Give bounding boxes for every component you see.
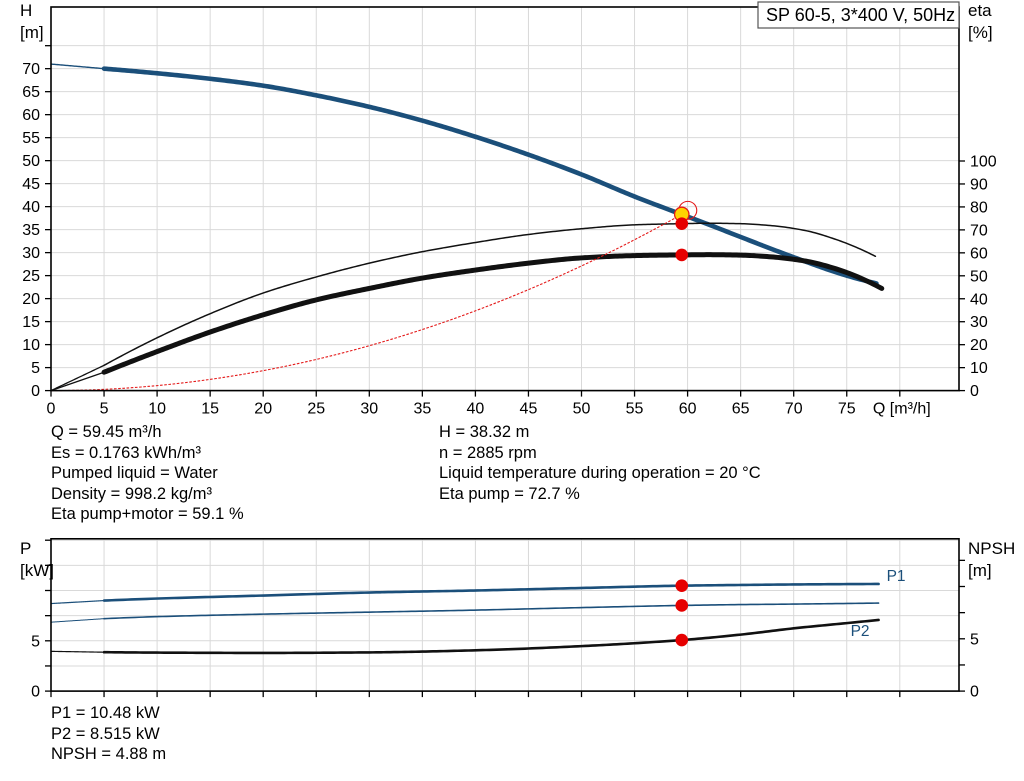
svg-text:NPSH: NPSH [968,539,1015,558]
svg-text:5: 5 [31,633,40,650]
svg-text:5: 5 [970,631,979,648]
svg-text:P2: P2 [851,623,870,640]
svg-text:[kW]: [kW] [20,561,54,580]
svg-text:0: 0 [970,684,979,701]
svg-text:0: 0 [31,684,40,701]
svg-text:[m]: [m] [968,561,992,580]
svg-text:P1: P1 [887,568,906,585]
svg-text:P: P [20,539,31,558]
